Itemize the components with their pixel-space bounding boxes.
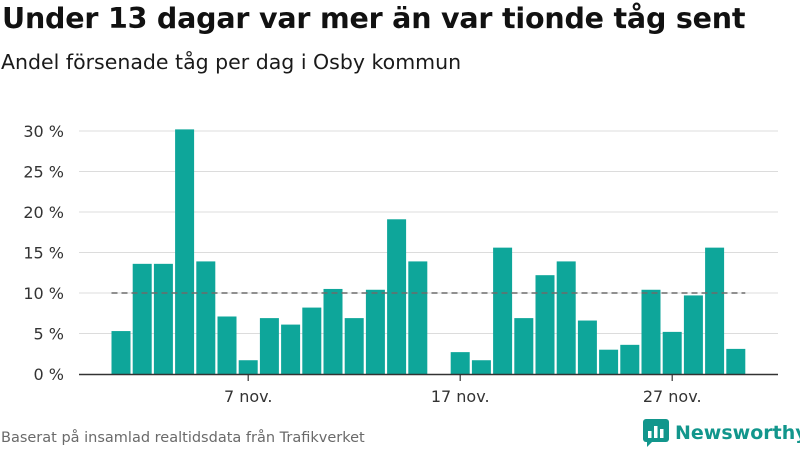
source-note: Baserat på insamlad realtidsdata från Tr… — [1, 430, 365, 446]
bar — [111, 331, 131, 374]
x-tick-label: 7 nov. — [224, 387, 273, 406]
gridlines — [79, 130, 778, 334]
bar — [726, 348, 746, 374]
chart-subtitle: Andel försenade tåg per dag i Osby kommu… — [1, 50, 462, 74]
bar — [153, 263, 173, 374]
bar — [514, 318, 534, 374]
bar — [217, 316, 237, 374]
bar — [259, 318, 279, 374]
bar — [620, 344, 640, 374]
y-tick-label: 25 % — [23, 163, 64, 182]
bar — [323, 288, 343, 374]
bar — [408, 261, 428, 374]
bar — [705, 247, 725, 374]
bar — [641, 289, 661, 374]
y-tick-label: 0 % — [34, 365, 64, 384]
bar — [302, 307, 322, 374]
bar — [365, 289, 385, 374]
y-tick-label: 20 % — [23, 203, 64, 222]
bar — [493, 247, 513, 374]
bar — [387, 219, 407, 374]
brand-logo[interactable]: Newsworthy — [643, 419, 800, 447]
bar — [238, 360, 258, 374]
y-axis-ticks: 0 % 5 % 10 % 15 % 20 % 25 % 30 % — [23, 122, 64, 384]
bar — [577, 320, 597, 374]
y-tick-label: 15 % — [23, 244, 64, 263]
bar — [599, 349, 619, 374]
bar — [471, 360, 491, 374]
x-tick-label: 27 nov. — [643, 387, 702, 406]
bar — [281, 324, 301, 374]
bar — [535, 275, 555, 374]
y-tick-label: 30 % — [23, 122, 64, 141]
bar — [175, 129, 195, 374]
brand-name: Newsworthy — [675, 422, 800, 444]
bar — [344, 318, 364, 374]
bar — [196, 261, 216, 374]
y-tick-label: 10 % — [23, 284, 64, 303]
bar — [450, 352, 470, 374]
x-tick-label: 17 nov. — [431, 387, 490, 406]
bars — [111, 129, 746, 374]
x-axis-ticks: 7 nov. 17 nov. 27 nov. — [224, 374, 702, 406]
bar-chart-speech-bubble-icon — [643, 419, 669, 447]
bar — [556, 261, 576, 374]
bar — [132, 263, 152, 374]
chart-title: Under 13 dagar var mer än var tionde tåg… — [2, 2, 746, 35]
y-tick-label: 5 % — [34, 325, 64, 344]
bar — [683, 295, 703, 374]
bar — [662, 331, 682, 374]
